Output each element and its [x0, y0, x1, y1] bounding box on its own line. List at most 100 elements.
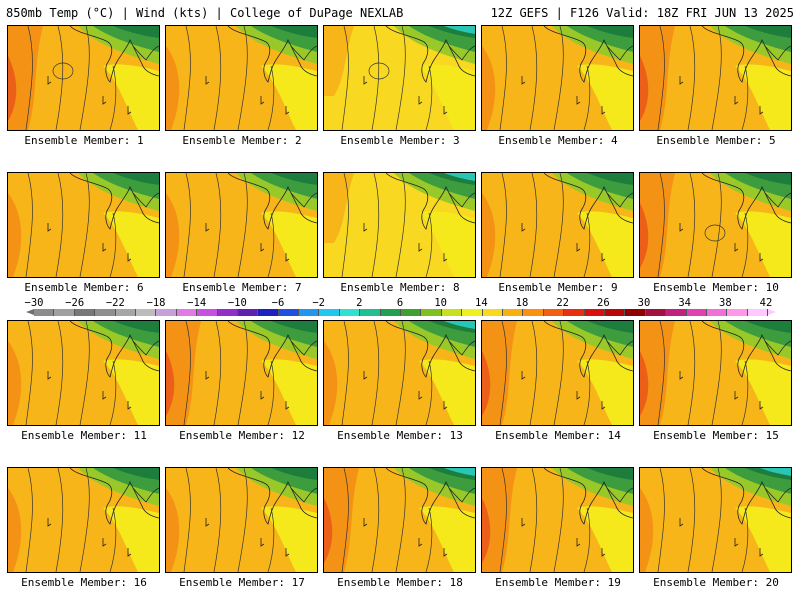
cool-band [419, 64, 475, 130]
colorbar-tick-label: 10 [434, 297, 447, 309]
isotherm-line [583, 65, 591, 130]
isotherm-line [371, 26, 380, 130]
coastline [606, 45, 633, 61]
cool-band [419, 359, 475, 425]
wind-barb [601, 401, 606, 410]
isotherm-line [529, 26, 538, 130]
coastline [764, 192, 791, 208]
isotherm-line [109, 360, 117, 425]
wind-barb [260, 538, 265, 547]
wind-barb [443, 401, 448, 410]
colorbar-cell [380, 309, 402, 316]
wind-barb [260, 243, 265, 252]
isotherm-line [529, 173, 538, 277]
wind-barb [285, 401, 290, 410]
cool-band [735, 211, 791, 277]
warm-region [640, 26, 675, 130]
isotherm-line [395, 26, 406, 130]
wind-barb [102, 391, 107, 400]
wind-barb [734, 96, 739, 105]
wind-barb [285, 253, 290, 262]
coastline [227, 173, 317, 230]
isotherm-line [25, 468, 33, 572]
warm-region [640, 488, 654, 572]
isotherm-line [395, 321, 406, 425]
colorbar-tick-label: −30 [24, 297, 44, 309]
wind-barb [576, 391, 581, 400]
wind-barb [127, 253, 132, 262]
isotherm-line [25, 173, 33, 277]
coastline [543, 26, 633, 83]
wind-barb [521, 76, 526, 85]
teal-region [444, 321, 475, 329]
isotherm-line [213, 468, 222, 572]
hot-region [640, 351, 649, 416]
map-svg [166, 468, 317, 572]
wind-barb [363, 223, 368, 232]
isotherm-line [341, 26, 349, 130]
cool-band [577, 506, 633, 572]
isotherm-line [109, 507, 117, 572]
warm-region [482, 321, 517, 425]
colorbar-tick-label: −14 [187, 297, 207, 309]
warm-region [8, 488, 22, 572]
coastline [290, 487, 317, 503]
wind-barb [443, 106, 448, 115]
coastline [385, 468, 475, 525]
coastline [543, 173, 633, 230]
coastline [290, 192, 317, 208]
isotherm-line [687, 173, 696, 277]
ensemble-member-label: Ensemble Member: 12 [179, 429, 305, 442]
coldest-region [271, 26, 317, 38]
cool-band [103, 506, 159, 572]
coldest-region [745, 26, 791, 38]
colorbar-cell [564, 309, 585, 316]
ensemble-member-label: Ensemble Member: 16 [21, 576, 147, 589]
isotherm-line [657, 26, 665, 130]
cool-band [261, 359, 317, 425]
ensemble-member-map [639, 25, 792, 131]
hot-region [166, 351, 175, 416]
coldest-region [271, 173, 317, 185]
isotherm-line [425, 360, 433, 425]
map-title: 850mb Temp (°C) | Wind (kts) | College o… [6, 6, 404, 20]
warm-region [8, 26, 43, 130]
ensemble-member-label: Ensemble Member: 13 [337, 429, 463, 442]
wind-barb [127, 548, 132, 557]
isotherm-line [341, 321, 349, 425]
warm-region [166, 46, 180, 130]
isotherm-line [657, 468, 665, 572]
colorbar-cell [197, 309, 218, 316]
isotherm-line [213, 321, 222, 425]
colorbar-max-arrow [768, 309, 776, 315]
colorbar-cell [278, 309, 300, 316]
map-svg [482, 26, 633, 130]
wind-barb [521, 518, 526, 527]
coastline [543, 321, 633, 378]
coldest-region [271, 321, 317, 333]
isotherm-line [395, 173, 406, 277]
colorbar-cell [625, 309, 646, 316]
colorbar-tick-label: 34 [678, 297, 691, 309]
isotherm-line [267, 360, 275, 425]
teal-region [444, 26, 475, 34]
warm-region [324, 173, 354, 243]
map-svg [166, 321, 317, 425]
ensemble-member-label: Ensemble Member: 6 [24, 281, 144, 294]
coastline [132, 487, 159, 503]
isotherm-closed-contour [368, 62, 390, 80]
coastline [227, 321, 317, 378]
map-svg [482, 173, 633, 277]
isotherm-line [529, 321, 538, 425]
colorbar-tick-label: 30 [637, 297, 651, 309]
isotherm-line [657, 321, 665, 425]
isotherm-line [79, 321, 90, 425]
ensemble-member-map [481, 25, 634, 131]
warm-region [8, 341, 22, 425]
cool-band [735, 64, 791, 130]
ensemble-member-map [7, 25, 160, 131]
colorbar-cell [115, 309, 136, 316]
colorbar-cell [666, 309, 687, 316]
coastline [606, 487, 633, 503]
wind-barb [601, 548, 606, 557]
